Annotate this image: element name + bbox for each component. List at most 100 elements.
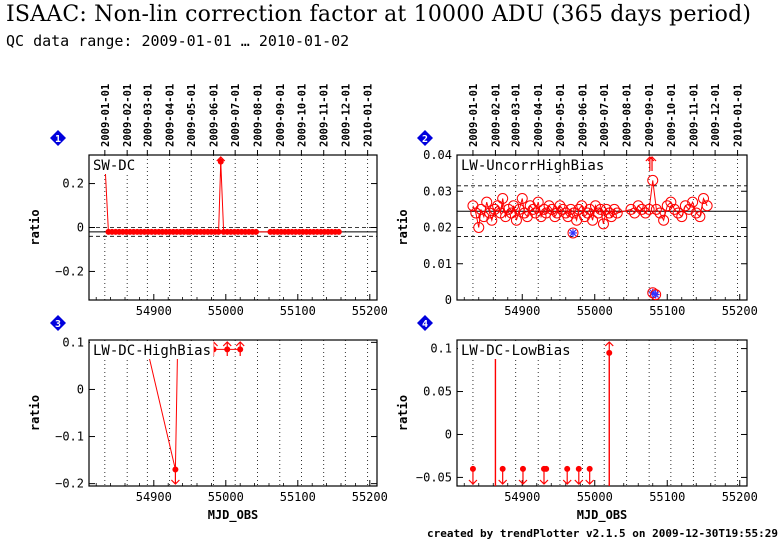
data-point (492, 200, 504, 212)
y-axis-label: ratio (396, 395, 410, 431)
x-axis-label: MJD_OBS (208, 508, 259, 523)
y-tick-label: −0.05 (416, 470, 452, 484)
x-tick-label: 55200 (352, 304, 388, 318)
y-tick-label: −0.1 (55, 430, 84, 444)
data-point (694, 211, 706, 223)
y-tick-label: 0.1 (62, 335, 84, 349)
x-tick-label: 55000 (577, 490, 613, 504)
x-tick-label: 54900 (504, 304, 540, 318)
data-point (554, 200, 566, 212)
date-tick-label: 2009-10-01 (296, 84, 308, 147)
arrow-up-head (647, 156, 657, 162)
series-line (104, 348, 241, 470)
data-point (690, 207, 702, 219)
date-tick-label: 2009-11-01 (688, 84, 700, 147)
data-point (497, 193, 509, 204)
y-tick-label: 0.04 (423, 148, 452, 162)
y-tick-label: −0.2 (55, 264, 84, 278)
data-point (636, 203, 648, 215)
panel-badge-2 (417, 130, 433, 146)
date-tick-label: 2009-01-01 (100, 84, 112, 147)
qc-range-subtitle: QC data range: 2009-01-01 … 2010-01-02 (6, 32, 350, 50)
plot-frame-3 (88, 339, 378, 487)
arrow-up-head (216, 156, 226, 162)
series-line (472, 180, 708, 228)
date-tick-label: 2009-09-01 (644, 84, 656, 147)
data-point (661, 200, 673, 212)
data-point (600, 203, 612, 215)
date-tick-label: 2009-04-01 (533, 84, 545, 147)
data-point (676, 211, 688, 223)
data-point (481, 196, 493, 208)
date-tick-label: 2009-02-01 (490, 84, 502, 147)
data-point (489, 203, 501, 215)
data-point (508, 200, 520, 212)
flagged-point-star (569, 228, 577, 237)
date-tick-label: 2009-10-01 (666, 84, 678, 147)
date-tick-label: 2009-01-01 (468, 84, 480, 147)
data-point (611, 207, 623, 219)
data-point (215, 228, 222, 235)
panel-label: SW-DC (93, 158, 135, 174)
arrow-down-head (170, 479, 180, 485)
date-tick-label: 2009-06-01 (577, 84, 589, 147)
panel-badge-number: 1 (55, 134, 61, 145)
data-point (647, 174, 659, 186)
y-tick-label: 0.01 (423, 257, 452, 271)
date-tick-label: 2009-07-01 (599, 84, 611, 147)
flagged-point-ring (650, 289, 662, 301)
arrow-down-head (574, 479, 584, 485)
y-tick-label: 0.02 (423, 221, 452, 235)
date-tick-label: 2009-09-01 (275, 84, 287, 147)
data-point (597, 218, 609, 230)
x-tick-label: 55200 (352, 490, 388, 504)
y-tick-label: 0.1 (430, 342, 452, 356)
x-tick-label: 54900 (136, 304, 172, 318)
y-tick-label: 0.03 (423, 184, 452, 198)
panel-badge-3 (50, 315, 66, 331)
plot-frame-4 (456, 339, 748, 487)
date-tick-label: 2009-07-01 (230, 84, 242, 147)
y-tick-label: 0 (77, 382, 84, 396)
date-tick-label: 2009-12-01 (710, 84, 722, 147)
data-point (605, 211, 617, 223)
data-point (543, 200, 555, 212)
x-tick-label: 55000 (577, 304, 613, 318)
data-point (650, 203, 662, 215)
data-point (643, 203, 655, 215)
panel-label: LW-UncorrHighBias (461, 158, 604, 174)
arrow-down-head (539, 479, 549, 485)
data-point (665, 196, 677, 208)
x-tick-label: 55100 (649, 304, 685, 318)
date-tick-label: 2009-03-01 (511, 84, 523, 147)
data-point (679, 200, 691, 212)
panel-label-bg (458, 156, 607, 174)
series-line (104, 161, 339, 233)
date-tick-label: 2009-12-01 (340, 84, 352, 147)
arrow-down-head (498, 479, 508, 485)
data-point (683, 203, 695, 215)
data-point (551, 207, 563, 219)
data-point (473, 222, 485, 233)
arrow-down-head (518, 479, 528, 485)
flagged-point-star (651, 290, 660, 299)
data-point (335, 228, 342, 235)
data-point (672, 207, 684, 219)
x-tick-label: 55100 (280, 490, 316, 504)
data-point (687, 196, 699, 208)
panel-label-bg (90, 341, 214, 359)
data-point (640, 207, 651, 219)
y-axis-label: ratio (28, 209, 42, 245)
data-point (253, 228, 260, 235)
data-point (632, 200, 644, 212)
panel-badge-4 (417, 315, 433, 331)
date-tick-label: 2009-08-01 (252, 84, 264, 147)
data-point (658, 214, 670, 226)
date-tick-label: 2009-08-01 (622, 84, 634, 147)
x-tick-label: 55200 (722, 490, 758, 504)
y-tick-label: 0.05 (423, 385, 452, 399)
data-point (625, 203, 637, 215)
panel-label: LW-DC-HighBias (93, 343, 211, 359)
date-tick-label: 2009-11-01 (319, 84, 331, 147)
